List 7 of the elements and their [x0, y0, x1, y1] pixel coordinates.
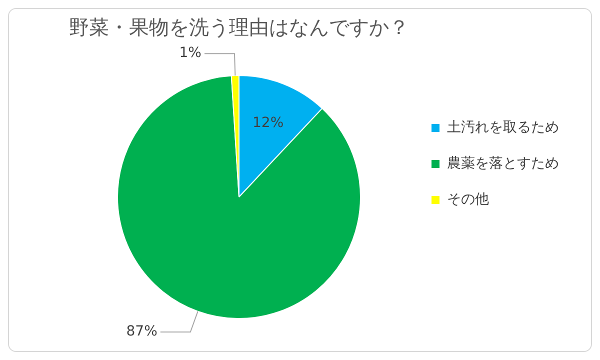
- data-label: 12%: [252, 115, 284, 132]
- data-label: 87%: [126, 324, 158, 340]
- legend-label: 土汚れを取るため: [447, 120, 559, 136]
- legend-label: その他: [447, 192, 489, 208]
- chart-title: 野菜・果物を洗う理由はなんですか？: [69, 15, 409, 40]
- legend-label: 農薬を落とすため: [447, 156, 559, 172]
- data-label: 1%: [179, 45, 202, 62]
